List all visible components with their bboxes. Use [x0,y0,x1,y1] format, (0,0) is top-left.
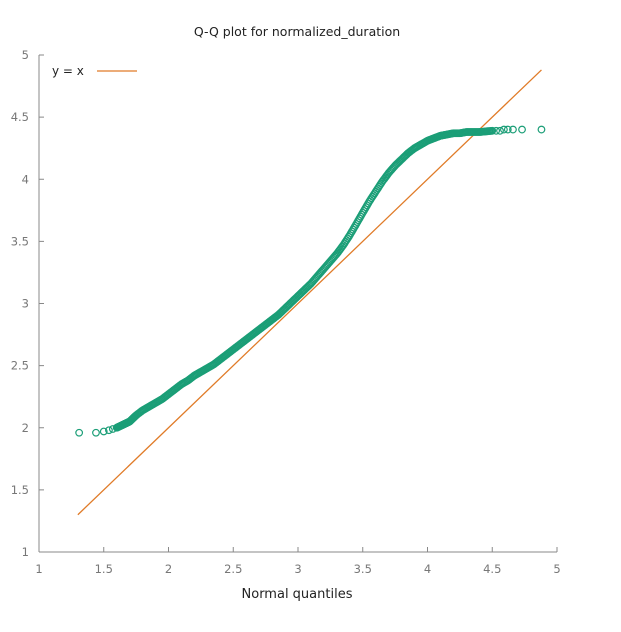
legend-label: y = x [52,64,84,78]
data-point [255,325,264,334]
data-point [138,406,147,415]
y-tick-label: 3 [22,297,29,311]
data-point [268,315,277,324]
data-point [345,231,354,240]
data-point [496,126,504,135]
legend: y = x [52,64,137,78]
data-point [222,350,231,359]
data-point [500,125,508,134]
data-point [105,426,113,435]
data-point [365,197,374,206]
data-point [125,417,134,426]
data-point [151,399,160,407]
y-tick-label: 2.5 [11,359,29,373]
data-point [196,367,205,376]
data-point [203,364,212,373]
data-point [509,125,517,134]
y-tick-label: 1.5 [11,483,29,497]
data-point [423,136,432,145]
data-point [313,272,322,281]
data-point [488,126,497,135]
data-point [177,380,186,389]
data-point [145,402,153,411]
x-tick-label: 2.5 [224,562,242,576]
data-point [492,126,501,135]
y-tick-label: 3.5 [11,234,29,248]
data-point [209,360,218,369]
y-tick-label: 4.5 [11,110,29,124]
data-point [518,125,526,134]
data-point [430,134,438,143]
data-point [158,395,166,404]
data-point [242,335,251,344]
data-point [184,376,192,385]
data-point [417,140,425,149]
plot-area: 1 1.5 2 2.5 3 3.5 4 4.5 5 1 1.5 2 2.5 3 3.5 4 4.5 5 [11,48,561,576]
x-tick-label: 3.5 [354,562,372,576]
data-point [294,292,302,300]
x-axis-label: Normal quantiles [242,587,353,602]
data-point [300,285,309,294]
x-tick-label: 4 [424,562,431,576]
data-point [216,355,225,364]
data-point [229,345,238,354]
chart-title: Q-Q plot for normalized_duration [194,24,400,39]
x-tick-label: 2 [165,562,172,576]
data-point [248,330,257,339]
data-point [307,279,315,288]
reference-line-y-equals-x [77,69,542,516]
data-point [537,125,546,134]
data-point [332,249,341,258]
data-point [281,304,289,313]
y-tick-label: 2 [22,421,29,435]
data-point [171,385,179,394]
data-point [397,155,406,164]
data-point [371,187,380,196]
data-point [410,144,419,153]
data-point [378,177,387,186]
data-point [320,264,328,273]
x-tick-label: 1 [35,562,42,576]
x-tick-label: 4.5 [483,562,501,576]
y-tick-label: 4 [22,172,29,186]
data-point [352,220,361,228]
data-point [261,320,270,329]
data-point [92,428,100,437]
data-point [99,427,108,436]
data-point [503,125,512,134]
data-point [108,425,117,433]
data-point [404,149,412,158]
data-point [235,340,244,349]
x-tick-label: 3 [294,562,301,576]
data-point [132,411,141,420]
data-point [190,371,199,380]
data-point [287,298,296,307]
data-point [164,390,173,399]
y-tick-label: 5 [22,48,29,62]
x-tick-label: 5 [553,562,560,576]
data-point [75,428,84,437]
y-tick-label: 1 [22,545,29,559]
data-point [358,208,367,217]
data-point [391,161,400,170]
data-point [339,241,348,250]
data-point [274,310,283,319]
x-tick-label: 1.5 [95,562,113,576]
data-point [384,169,393,177]
data-point [326,257,335,266]
